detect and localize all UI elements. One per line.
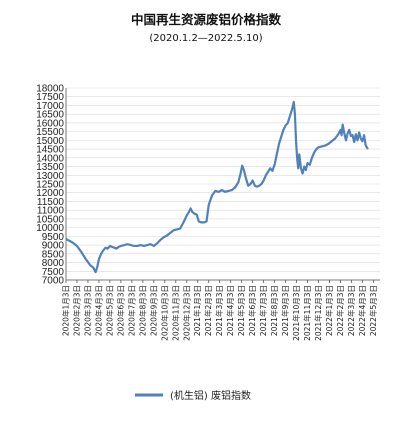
y-tick-label: 9000 [42, 241, 65, 252]
x-tick-label: 2021年10月3日 [291, 285, 301, 341]
series-line [65, 100, 369, 274]
x-tick-label: 2021年2月3日 [203, 285, 213, 336]
y-tick-label: 9500 [42, 232, 65, 243]
y-tick-label: 12000 [36, 188, 64, 199]
x-tick-label: 2020年3月3日 [82, 285, 92, 336]
y-tick-label: 8000 [42, 258, 65, 269]
y-tick-label: 18000 [36, 84, 64, 95]
legend: (机生铝) 废铝指数 [135, 389, 251, 402]
y-tick-label: 16500 [36, 110, 64, 121]
y-tick-label: 13500 [36, 162, 64, 173]
x-tick-label: 2020年11月3日 [170, 285, 180, 341]
x-tick-label: 2020年2月3日 [71, 285, 81, 336]
x-tick-label: 2021年6月3日 [247, 285, 257, 336]
x-tick-label: 2020年1月3日 [61, 285, 71, 336]
y-tick-label: 15000 [36, 136, 64, 147]
y-tick-label: 17500 [36, 92, 64, 103]
y-tick-label: 11500 [37, 197, 65, 208]
x-tick-label: 2020年7月3日 [126, 285, 136, 336]
y-tick-label: 16000 [36, 118, 64, 129]
x-tick-label: 2022年5月3日 [368, 285, 378, 336]
x-tick-label: 2020年5月3日 [104, 285, 114, 336]
x-tick-label: 2021年9月3日 [280, 285, 290, 336]
legend-label: (机生铝) 废铝指数 [170, 389, 251, 402]
x-tick-label: 2022年3月3日 [346, 285, 356, 336]
y-tick-label: 10500 [36, 214, 64, 225]
x-tick-label: 2021年3月3日 [214, 285, 224, 336]
x-tick-label: 2020年10月3日 [159, 285, 169, 341]
y-tick-label: 15500 [36, 127, 64, 138]
x-tick-label: 2021年7月3日 [258, 285, 268, 336]
series-layer [65, 100, 369, 274]
x-tick-label: 2020年8月3日 [137, 285, 147, 336]
y-tick-label: 8500 [42, 249, 65, 260]
grid-layer [65, 87, 380, 281]
x-tick-label: 2021年11月3日 [302, 285, 312, 341]
y-tick-label: 14500 [36, 145, 64, 156]
chart-title: 中国再生资源废铝价格指数 [131, 12, 282, 27]
x-tick-label: 2021年12月3日 [313, 285, 323, 341]
x-tick-label: 2022年2月3日 [335, 285, 345, 336]
x-tick-label: 2021年8月3日 [269, 285, 279, 336]
y-tick-label: 11000 [37, 206, 65, 217]
y-axis-ticks: 7000750080008500900095001000010500110001… [36, 84, 64, 287]
x-tick-label: 2020年12月3日 [181, 285, 191, 341]
y-tick-label: 14000 [36, 153, 64, 164]
y-tick-label: 7500 [42, 267, 65, 278]
x-tick-label: 2020年9月3日 [148, 285, 158, 336]
x-axis-ticks: 2020年1月3日 2020年2月3日 2020年3月3日 2020年4月3日 2020… [61, 280, 378, 341]
x-tick-label: 2021年4月3日 [225, 285, 235, 336]
y-tick-label: 10000 [36, 223, 64, 234]
x-tick-label: 2022年1月3日 [324, 285, 334, 336]
x-tick-label: 2022年4月3日 [357, 285, 367, 336]
x-tick-label: 2020年4月3日 [93, 285, 103, 336]
y-tick-label: 12500 [36, 180, 64, 191]
y-tick-label: 13000 [36, 171, 64, 182]
y-tick-label: 7000 [42, 276, 65, 287]
chart-subtitle: (2020.1.2—2022.5.10) [149, 33, 262, 44]
y-tick-label: 17000 [36, 101, 64, 112]
x-tick-label: 2020年6月3日 [115, 285, 125, 336]
x-tick-label: 2021年1月3日 [192, 285, 202, 336]
x-tick-label: 2021年5月3日 [236, 285, 246, 336]
